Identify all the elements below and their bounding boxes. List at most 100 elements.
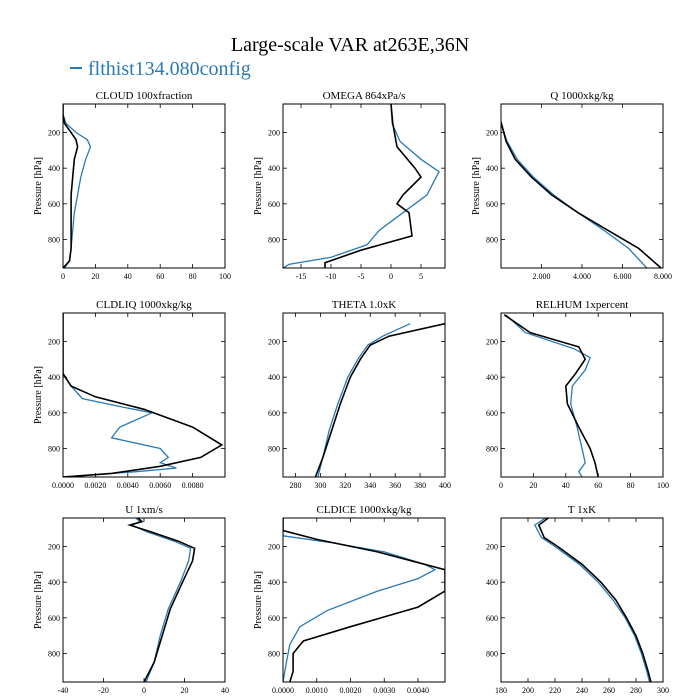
x-tick-label: 280: [630, 686, 642, 695]
y-tick-label: 800: [268, 235, 280, 244]
legend-label: flthist134.080config: [88, 58, 251, 80]
y-tick-label: 600: [48, 614, 60, 623]
x-tick-label: 6.000: [614, 272, 632, 281]
panel-title: OMEGA 864xPa/s: [323, 90, 406, 102]
y-tick-label: 200: [48, 129, 60, 138]
panel-8: T 1xK 180 200 220 240 260 280 300 200 400 600 800: [486, 504, 669, 695]
y-tick-label: 200: [48, 338, 60, 347]
x-tick-label: -10: [326, 272, 337, 281]
y-axis-label: Pressure [hPa]: [471, 157, 482, 215]
x-tick-label: 0.0000: [272, 686, 294, 695]
x-tick-label: 20: [529, 481, 537, 490]
series-line-0: [533, 518, 651, 682]
x-tick-label: 40: [221, 686, 229, 695]
x-tick-label: 0: [142, 686, 146, 695]
x-tick-label: 360: [389, 481, 401, 490]
y-tick-label: 600: [268, 614, 280, 623]
panel-2: Q 1000xkg/kg 2.000 4.000 6.000 8.000 200 400 60…: [471, 90, 672, 281]
x-tick-label: 0: [499, 481, 503, 490]
y-axis-label: Pressure [hPa]: [253, 157, 264, 215]
y-axis-label: Pressure [hPa]: [33, 366, 44, 424]
y-tick-label: 400: [486, 373, 498, 382]
plot-frame: [500, 517, 664, 683]
y-tick-label: 800: [486, 235, 498, 244]
x-tick-label: 80: [189, 272, 197, 281]
x-tick-label: 60: [594, 481, 602, 490]
panel-title: Q 1000xkg/kg: [550, 90, 614, 102]
y-tick-label: 400: [268, 578, 280, 587]
x-tick-label: 300: [314, 481, 326, 490]
x-tick-label: 0.0020: [84, 481, 106, 490]
y-tick-label: 600: [268, 200, 280, 209]
x-tick-label: 0: [389, 272, 393, 281]
y-tick-label: 600: [48, 200, 60, 209]
x-tick-label: -5: [358, 272, 365, 281]
x-tick-label: 280: [289, 481, 301, 490]
x-tick-label: 0.0040: [117, 481, 139, 490]
x-tick-label: 0.0020: [340, 686, 362, 695]
y-tick-label: 600: [268, 409, 280, 418]
plot-frame: [282, 517, 446, 683]
y-tick-label: 800: [486, 649, 498, 658]
series-line-0: [283, 104, 440, 268]
x-tick-label: 0.0080: [182, 481, 204, 490]
plot-frame: [62, 312, 226, 478]
series-line-1: [283, 518, 445, 682]
figure-title: Large-scale VAR at263E,36N: [230, 34, 470, 56]
y-tick-label: 200: [268, 338, 280, 347]
y-tick-label: 400: [486, 578, 498, 587]
plot-frame: [282, 312, 446, 478]
plot-frame: [62, 103, 226, 269]
series-line-0: [63, 104, 92, 268]
x-tick-label: 40: [562, 481, 570, 490]
x-tick-label: 20: [181, 686, 189, 695]
y-tick-label: 800: [48, 444, 60, 453]
series-line-1: [501, 121, 662, 268]
x-tick-label: 0.0060: [149, 481, 171, 490]
x-tick-label: 400: [439, 481, 451, 490]
x-tick-label: 380: [414, 481, 426, 490]
x-tick-label: 0: [61, 272, 65, 281]
y-tick-label: 600: [48, 409, 60, 418]
series-line-1: [503, 314, 599, 477]
x-tick-label: 4.000: [573, 272, 591, 281]
y-tick-label: 400: [48, 373, 60, 382]
x-tick-label: 240: [576, 686, 588, 695]
x-tick-label: 200: [522, 686, 534, 695]
y-tick-label: 800: [48, 235, 60, 244]
y-tick-label: 200: [486, 129, 498, 138]
legend-swatch: [70, 67, 82, 70]
x-tick-label: 0.0030: [373, 686, 395, 695]
x-tick-label: -40: [58, 686, 69, 695]
series-line-1: [537, 518, 652, 682]
legend: flthist134.080config: [70, 58, 251, 81]
series-line-0: [501, 123, 648, 268]
x-tick-label: 340: [364, 481, 376, 490]
x-tick-label: -15: [296, 272, 307, 281]
x-tick-label: 5: [419, 272, 423, 281]
y-tick-label: 400: [268, 164, 280, 173]
plot-frame: [500, 103, 664, 269]
y-tick-label: 600: [486, 614, 498, 623]
series-line-1: [127, 518, 196, 682]
x-tick-label: 0.0040: [407, 686, 429, 695]
y-tick-label: 200: [268, 129, 280, 138]
x-tick-label: 80: [627, 481, 635, 490]
series-line-1: [314, 322, 445, 477]
y-tick-label: 200: [486, 543, 498, 552]
y-tick-label: 200: [268, 543, 280, 552]
series-line-0: [283, 518, 437, 682]
x-tick-label: 0.0000: [52, 481, 74, 490]
panel-title: T 1xK: [568, 504, 596, 516]
y-tick-label: 800: [486, 444, 498, 453]
y-tick-label: 800: [48, 649, 60, 658]
series-line-0: [317, 323, 411, 477]
x-tick-label: 180: [495, 686, 507, 695]
y-tick-label: 400: [486, 164, 498, 173]
y-axis-label: Pressure [hPa]: [33, 157, 44, 215]
x-tick-label: 40: [124, 272, 132, 281]
series-line-1: [324, 104, 423, 268]
x-tick-label: 60: [156, 272, 164, 281]
x-tick-label: 2.000: [533, 272, 551, 281]
